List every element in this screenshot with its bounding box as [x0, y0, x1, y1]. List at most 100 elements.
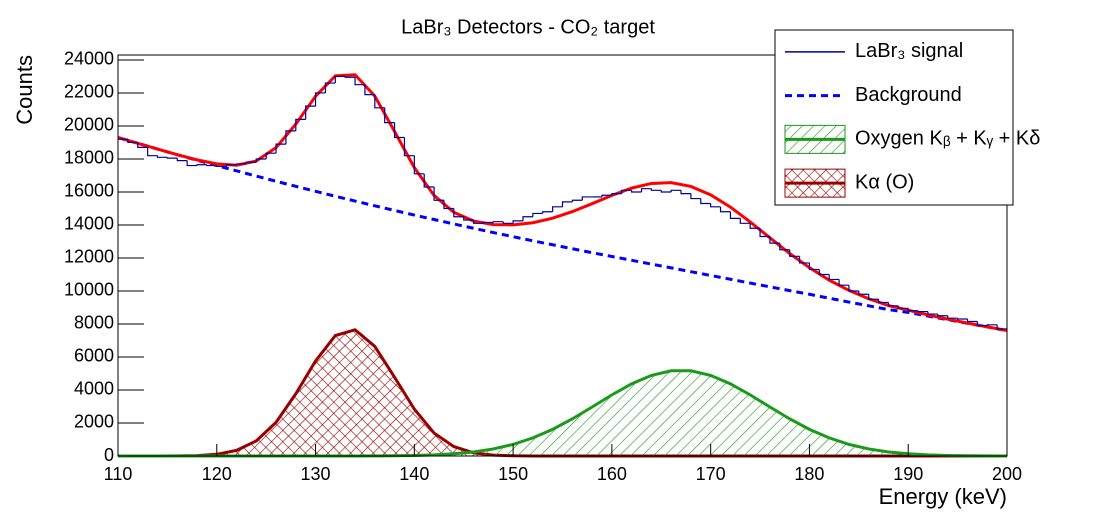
plot-frame — [117, 54, 1008, 457]
histogram-bin — [532, 212, 543, 217]
histogram-bin — [838, 279, 849, 286]
legend-label: LaBr₃ signal — [855, 40, 963, 62]
histogram-bin — [196, 164, 207, 166]
histogram-bin — [957, 318, 968, 320]
y-tick-label: 10000 — [64, 280, 114, 300]
histogram-bin — [749, 223, 761, 229]
histogram-bin — [403, 137, 415, 157]
histogram-bin — [927, 311, 938, 315]
histogram-bin — [344, 76, 356, 78]
histogram-bin — [808, 262, 820, 271]
histogram-bin — [324, 82, 336, 93]
x-tick-label: 190 — [893, 464, 923, 484]
y-tick-label: 20000 — [64, 115, 114, 135]
histogram-bin — [798, 256, 810, 264]
histogram-bin — [413, 155, 425, 175]
histogram-bin — [937, 314, 948, 317]
histogram-bin — [719, 206, 731, 213]
histogram-bin — [700, 198, 711, 205]
histogram-bin — [561, 201, 573, 207]
histogram-bin — [492, 221, 504, 223]
x-tick-label: 110 — [104, 464, 133, 484]
histogram-bin — [473, 220, 484, 224]
histogram-bin — [907, 308, 919, 312]
legend: LaBr₃ signal Background Oxygen Kᵦ + Kᵧ + K… — [774, 29, 1040, 206]
histogram-bin — [917, 310, 928, 313]
histogram-bin — [690, 193, 701, 200]
y-tick-label: 6000 — [74, 346, 114, 366]
histogram-bin — [621, 189, 632, 194]
histogram-bin — [453, 208, 464, 218]
y-tick-label: 4000 — [74, 379, 114, 399]
histogram-bin — [868, 294, 879, 300]
histogram-bin — [374, 94, 385, 109]
y-tick-label: 2000 — [74, 412, 114, 432]
x-tick-label: 200 — [992, 464, 1022, 484]
y-tick-label: 18000 — [64, 148, 114, 168]
histogram-bin — [660, 190, 672, 193]
histogram-bin — [897, 305, 909, 309]
histogram-bin — [789, 249, 800, 257]
x-tick-label: 160 — [597, 464, 627, 484]
histogram-bin — [186, 160, 198, 167]
histogram-bin — [769, 236, 780, 244]
histogram-bin — [976, 321, 988, 327]
histogram-bin — [255, 158, 267, 163]
histogram-bin — [393, 122, 405, 139]
histogram-bin — [443, 200, 454, 210]
y-tick-label: 0 — [104, 445, 114, 465]
histogram-bin — [877, 299, 889, 304]
histogram-bin — [482, 221, 494, 224]
y-tick-label: 14000 — [64, 214, 114, 234]
histogram-bin — [947, 315, 958, 319]
x-tick-label: 180 — [794, 464, 824, 484]
histogram-bin — [759, 228, 770, 238]
histogram-bin — [779, 243, 790, 251]
histogram-bin — [828, 274, 840, 281]
histogram-bin — [996, 324, 1007, 330]
y-tick-label: 8000 — [74, 313, 114, 333]
legend-label: Oxygen Kᵦ + Kᵧ + Kδ — [855, 128, 1040, 150]
histogram-bin — [512, 220, 523, 224]
histogram-bin — [650, 188, 662, 191]
histogram-bin — [463, 216, 474, 221]
histogram-bin — [601, 194, 612, 197]
x-tick-label: 130 — [301, 464, 331, 484]
x-tick-label: 170 — [696, 464, 726, 484]
histogram-bin — [542, 211, 553, 214]
histogram-bin — [245, 161, 257, 164]
x-tick-label: 120 — [202, 464, 232, 484]
histogram-bin — [986, 324, 998, 326]
x-axis-title: Energy (keV) — [879, 484, 1007, 509]
chart-title: LaBr₃ Detectors - CO₂ target — [401, 16, 655, 38]
histogram-bin — [858, 290, 869, 295]
histogram-bin — [571, 199, 583, 202]
histogram-bin — [314, 92, 326, 107]
histogram-bin — [611, 193, 622, 196]
histogram-bin — [176, 158, 188, 162]
histogram-bin — [235, 163, 247, 165]
legend-label: Background — [855, 84, 962, 106]
histogram-bin — [127, 139, 138, 144]
y-tick-label: 16000 — [64, 181, 114, 201]
histogram-bin — [966, 319, 978, 323]
y-axis-title: Counts — [12, 55, 37, 125]
histogram-bin — [522, 216, 533, 221]
histogram-bin — [384, 107, 395, 124]
y-tick-label: 24000 — [64, 49, 114, 69]
fit-area — [118, 370, 1007, 456]
histogram-bin — [739, 218, 751, 224]
x-tick-label: 140 — [399, 464, 429, 484]
histogram-bin — [502, 221, 514, 224]
histogram-bin — [166, 157, 178, 159]
histogram-bin — [305, 105, 316, 120]
histogram-bin — [670, 189, 682, 192]
histogram-bin — [354, 77, 365, 86]
histogram-bin — [216, 165, 227, 167]
histogram-bin — [156, 155, 168, 158]
histogram-bin — [137, 142, 148, 149]
histogram-bin — [147, 147, 158, 157]
histogram-bin — [275, 143, 286, 154]
histogram-bin — [206, 164, 217, 167]
